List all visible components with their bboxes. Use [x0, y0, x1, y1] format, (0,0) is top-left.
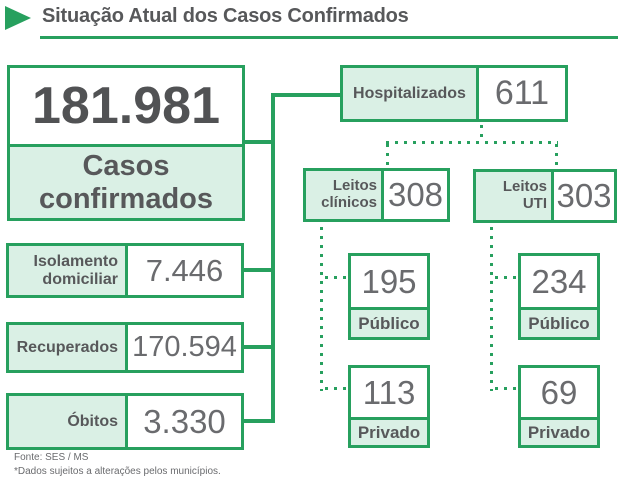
connector-deaths [241, 419, 273, 423]
title-arrow-icon [5, 6, 31, 30]
hospitalized-box: Hospitalizados 611 [340, 65, 568, 122]
confirmed-total-label: Casos confirmados [10, 144, 242, 218]
icu-private-label: Privado [521, 417, 597, 445]
dotted-icu-private-stub [495, 387, 518, 390]
clinical-public-box: 195 Público [348, 253, 430, 340]
connector-isolation [241, 268, 273, 272]
deaths-label: Óbitos [9, 396, 128, 447]
dotted-branch-left-down [386, 144, 389, 168]
recovered-label: Recuperados [9, 325, 128, 370]
deaths-box: Óbitos 3.330 [6, 393, 244, 450]
clinical-public-value: 195 [361, 262, 417, 300]
dotted-branch-horizontal [386, 141, 558, 144]
hospitalized-label: Hospitalizados [343, 68, 479, 119]
dotted-clinical-private-stub [325, 387, 348, 390]
connector-recovered [241, 345, 273, 349]
clinical-private-box: 113 Privado [348, 365, 430, 448]
confirmed-total-box: 181.981 Casos confirmados [7, 65, 245, 221]
connector-hospitalized [271, 93, 340, 97]
dotted-clinical-public-stub [325, 276, 348, 279]
icu-private-box: 69 Privado [518, 365, 600, 448]
clinical-beds-value: 308 [387, 176, 444, 213]
clinical-beds-label: Leitos clínicos [306, 171, 384, 219]
home-isolation-box: Isolamento domiciliar 7.446 [6, 243, 244, 298]
icu-beds-label: Leitos UTI [476, 172, 554, 220]
deaths-value: 3.330 [143, 402, 226, 440]
connector-main-vertical [271, 93, 275, 423]
home-isolation-label: Isolamento domiciliar [9, 246, 128, 295]
connector-confirmed [243, 140, 273, 144]
footer-note: *Dados sujeitos a alterações pelos munic… [14, 466, 221, 477]
icu-public-label: Público [521, 307, 597, 337]
title-underline [40, 36, 618, 39]
home-isolation-value: 7.446 [145, 252, 224, 288]
recovered-value: 170.594 [132, 331, 237, 363]
dotted-branch-right-down [555, 144, 558, 169]
icu-beds-value: 303 [556, 177, 612, 214]
clinical-private-value: 113 [362, 373, 416, 411]
page-title: Situação Atual dos Casos Confirmados [42, 5, 409, 27]
clinical-beds-box: Leitos clínicos 308 [303, 168, 450, 222]
dotted-icu-public-stub [495, 276, 518, 279]
dotted-icu-vertical [490, 227, 493, 391]
clinical-private-label: Privado [351, 417, 427, 445]
recovered-box: Recuperados 170.594 [6, 322, 244, 373]
dotted-clinical-vertical [320, 227, 323, 391]
hospitalized-value: 611 [494, 74, 550, 112]
icu-public-value: 234 [531, 262, 587, 300]
confirmed-total-value: 181.981 [32, 77, 220, 135]
icu-beds-box: Leitos UTI 303 [473, 169, 617, 223]
icu-private-value: 69 [540, 373, 578, 411]
footer-source: Fonte: SES / MS [14, 452, 89, 463]
clinical-public-label: Público [351, 307, 427, 337]
dotted-hospitalized-down [480, 125, 483, 142]
icu-public-box: 234 Público [518, 253, 600, 340]
